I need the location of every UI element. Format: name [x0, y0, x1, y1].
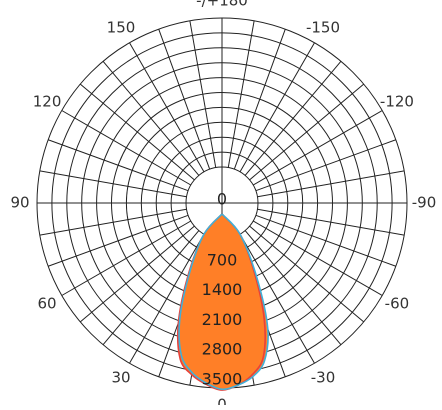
grid-spoke: [47, 214, 189, 267]
series-fill-c90-c270: [179, 214, 269, 390]
grid-spoke: [249, 83, 365, 181]
radial-tick-label: 2800: [202, 340, 243, 359]
grid-spoke: [158, 28, 211, 170]
grid-spoke: [189, 20, 217, 168]
grid-spoke: [249, 225, 365, 323]
radial-tick-label: 0: [217, 190, 227, 209]
angle-label: 150: [107, 19, 136, 37]
grid-spoke: [257, 208, 405, 236]
grid-spoke: [257, 170, 405, 198]
angle-label: 90: [10, 194, 29, 212]
grid-spoke: [227, 20, 255, 168]
angle-labels: -/+180 150 120 90 60 30 0 -30 -60 -90 -120 -150: [10, 0, 437, 410]
series-line-c90-c270: [178, 213, 269, 391]
grid-spoke: [244, 60, 342, 176]
angle-label: -60: [385, 295, 410, 313]
radial-tick-label: 3500: [202, 370, 243, 389]
grid-spoke: [102, 60, 200, 176]
grid-spoke: [79, 225, 195, 323]
grid-spoke: [102, 230, 200, 346]
angle-label: -/+180: [196, 0, 248, 10]
grid-spoke: [61, 220, 192, 296]
angle-label: -120: [380, 93, 414, 111]
grid-spoke: [255, 139, 397, 192]
grid-spoke: [252, 220, 383, 296]
grid-spoke: [39, 208, 187, 236]
angle-label: 60: [38, 295, 57, 313]
grid-spoke: [239, 42, 315, 173]
grid-spoke: [252, 110, 383, 186]
angle-label: -150: [306, 19, 340, 37]
grid-spoke: [129, 42, 205, 173]
grid-spoke: [239, 233, 315, 364]
grid-spoke: [233, 28, 286, 170]
radial-tick-label: 2100: [202, 310, 243, 329]
grid-spoke: [255, 214, 397, 267]
angle-label: -30: [311, 368, 336, 386]
grid-spoke: [129, 233, 205, 364]
intensity-curves: [177, 213, 269, 391]
radial-tick-label: 1400: [202, 280, 243, 299]
grid-spoke: [244, 230, 342, 346]
grid-spoke: [39, 170, 187, 198]
grid-spoke: [79, 83, 195, 181]
grid-spoke: [61, 110, 192, 186]
radial-tick-labels: 0 700 1400 2100 2800 3500: [202, 190, 243, 389]
angle-label: 120: [33, 93, 62, 111]
radial-tick-label: 700: [207, 250, 238, 269]
angle-label: 0: [217, 396, 227, 406]
angle-label: -90: [412, 194, 437, 212]
grid-spoke: [47, 139, 189, 192]
angle-label: 30: [111, 368, 130, 386]
